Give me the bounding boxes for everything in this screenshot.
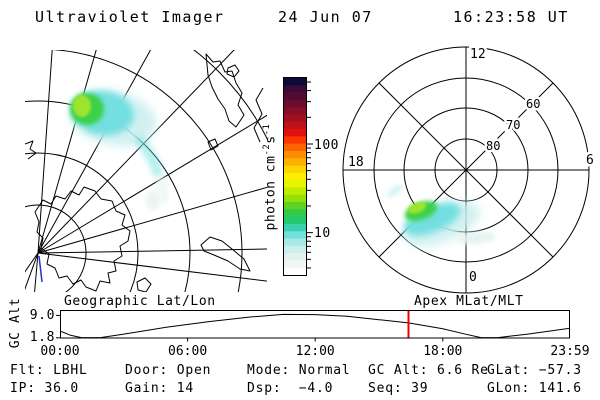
header: Ultraviolet Imager 24 Jun 07 16:23:58 UT <box>0 8 600 28</box>
polar-plot-panel: 12 18 6 0 60 70 80 <box>342 45 597 294</box>
latitude-grid <box>25 50 267 292</box>
colorbar-ticks <box>307 81 313 269</box>
mlt-label-6: 6 <box>586 153 594 168</box>
orbit-track-segment <box>38 255 43 283</box>
page-title: Ultraviolet Imager <box>35 8 225 26</box>
orbit-altitude-curve <box>59 313 570 339</box>
status-row-2: IP: 36.0 Gain: 14 Dsp: −4.0 Seq: 39 GLon… <box>0 381 600 397</box>
altitude-strip-chart: 00:00 06:00 12:00 18:00 23:59 <box>40 310 590 359</box>
strip-axis-ticks <box>56 314 444 342</box>
mlt-label-18: 18 <box>348 155 364 170</box>
status-glat: GLat: −57.3 <box>487 363 582 378</box>
strip-y-axis-label: GC Alt <box>8 297 23 349</box>
colorbar-border <box>283 77 307 276</box>
strip-y-tick-1-8: 1.8 <box>29 330 55 345</box>
status-ip: IP: 36.0 <box>10 381 80 396</box>
geographic-map-panel <box>25 50 267 292</box>
status-mode: Mode: Normal <box>247 363 351 378</box>
header-time: 16:23:58 UT <box>453 8 569 26</box>
coastlines <box>25 53 264 292</box>
polar-labels: 12 18 6 0 60 70 80 <box>346 45 597 288</box>
status-gc-alt: GC Alt: 6.6 Re <box>368 363 489 378</box>
status-seq: Seq: 39 <box>368 381 429 396</box>
status-glon: GLon: 141.6 <box>487 381 582 396</box>
mlt-label-0: 0 <box>469 270 477 285</box>
header-date: 24 Jun 07 <box>278 8 373 26</box>
unit-base-1: photon cm <box>263 155 279 231</box>
status-row-1: Flt: LBHL Door: Open Mode: Normal GC Alt… <box>0 363 600 379</box>
x-tick-0600: 06:00 <box>168 344 207 359</box>
ring-label-80: 80 <box>486 139 500 153</box>
colorbar-tick-10: 10 <box>314 226 331 241</box>
colorbar <box>283 77 313 276</box>
aurora-blob-map <box>69 90 169 210</box>
mlt-label-12: 12 <box>470 47 486 62</box>
ring-label-70: 70 <box>506 118 520 132</box>
colorbar-unit-label: photon cm-2s-1 <box>258 77 279 277</box>
strip-left-title: Geographic Lat/Lon <box>64 294 216 309</box>
x-tick-1200: 12:00 <box>296 344 335 359</box>
x-tick-0000: 00:00 <box>40 344 79 359</box>
x-tick-2359: 23:59 <box>550 344 589 359</box>
mlt-spokes <box>343 47 589 293</box>
strip-x-tick-labels: 00:00 06:00 12:00 18:00 23:59 <box>40 344 589 359</box>
colorbar-gradient <box>284 78 307 276</box>
status-gain: Gain: 14 <box>125 381 195 396</box>
x-tick-1800: 18:00 <box>423 344 462 359</box>
status-dsp: Dsp: −4.0 <box>247 381 334 396</box>
status-flt: Flt: LBHL <box>10 363 88 378</box>
unit-exp-1: -2 <box>262 143 272 156</box>
ring-label-60: 60 <box>526 97 540 111</box>
colorbar-tick-100: 100 <box>314 138 339 153</box>
unit-exp-2: -1 <box>262 123 272 136</box>
aurora-blob-polar <box>387 184 496 247</box>
unit-base-2: s <box>263 135 279 144</box>
strip-y-tick-9: 9.0 <box>29 308 55 323</box>
strip-right-title: Apex MLat/MLT <box>414 294 524 309</box>
status-door: Door: Open <box>125 363 212 378</box>
meridian-grid <box>25 50 267 292</box>
